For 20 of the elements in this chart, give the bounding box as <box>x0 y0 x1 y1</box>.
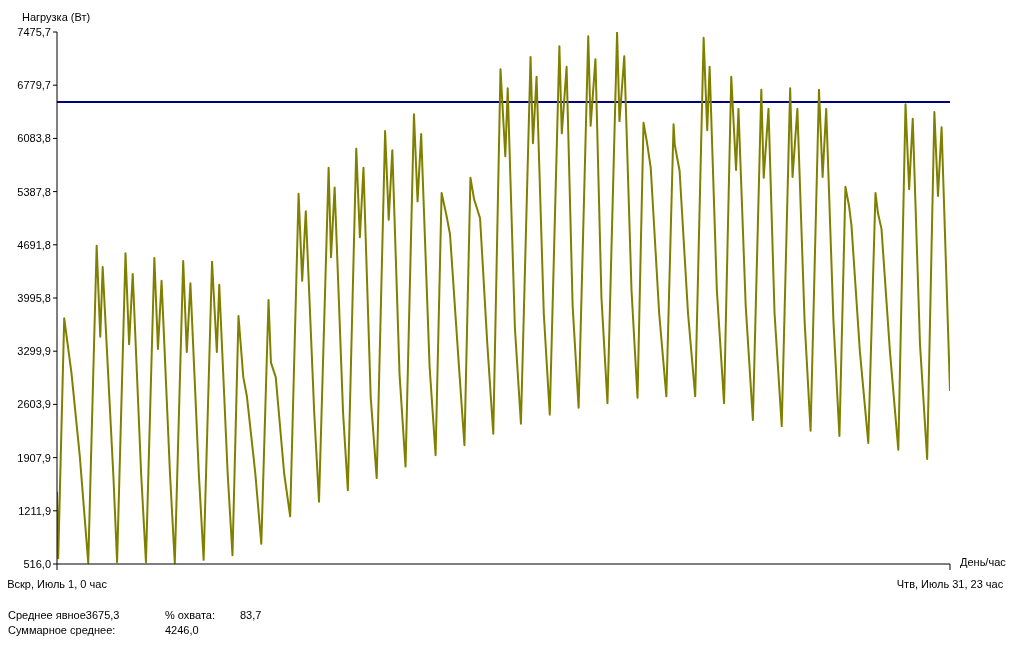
y-tick-label: 7475,7 <box>17 25 51 38</box>
y-tick-label: 1907,9 <box>17 451 51 464</box>
y-tick-label: 6779,7 <box>17 79 51 92</box>
y-axis-title: Нагрузка (Вт) <box>22 11 91 23</box>
x-axis-title: День/час <box>960 556 1006 568</box>
y-tick-label: 3299,9 <box>17 345 51 358</box>
x-tick-label: Чтв, Июль 31, 23 час <box>896 577 1004 590</box>
y-tick-label: 5387,8 <box>17 185 51 198</box>
y-tick-label: 4691,8 <box>17 238 51 251</box>
y-tick-label: 6083,8 <box>17 132 51 145</box>
y-tick-label: 2603,9 <box>17 398 51 411</box>
text: Среднее явное3675,3 <box>8 609 121 621</box>
y-tick-label: 3995,8 <box>17 291 51 304</box>
text: 4246,0 <box>165 624 200 636</box>
text: % охвата: <box>165 609 216 621</box>
y-tick-label: 1211,9 <box>18 504 51 517</box>
text: Суммарное среднее: <box>8 624 117 636</box>
x-tick-label: Вскр, Июль 1, 0 час <box>7 577 108 590</box>
y-tick-label: 516,0 <box>23 557 51 570</box>
text: 83,7 <box>240 609 262 621</box>
